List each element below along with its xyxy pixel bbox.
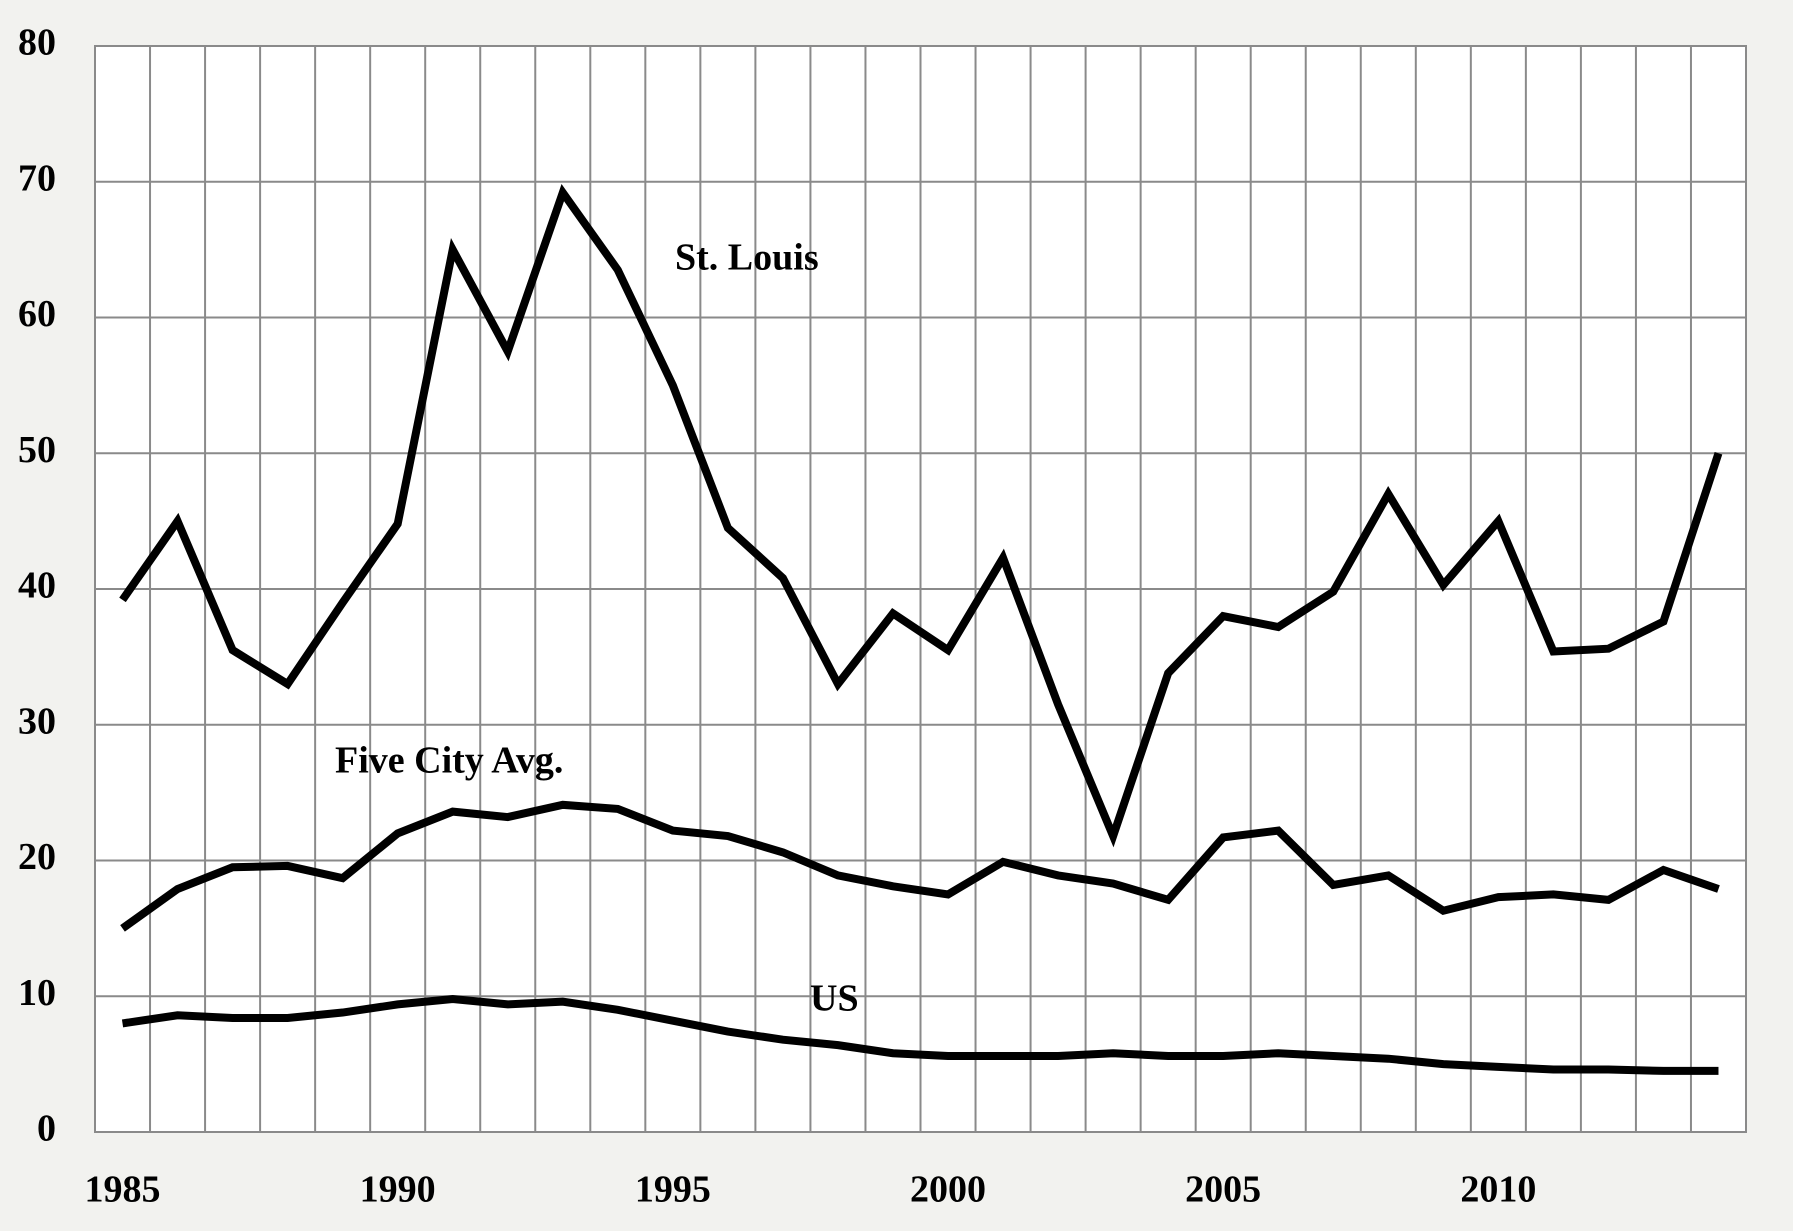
y-tick-label: 50 [18, 429, 56, 471]
y-tick-label: 40 [18, 565, 56, 607]
y-tick-label: 0 [37, 1108, 56, 1150]
x-tick-label: 2010 [1460, 1169, 1536, 1211]
plot-frame [94, 45, 1747, 1133]
y-tick-label: 80 [18, 22, 56, 64]
line-series [119, 183, 1723, 848]
line-series [120, 800, 1720, 932]
series-label: US [810, 978, 859, 1020]
y-tick-label: 20 [18, 836, 56, 878]
x-tick-label: 2000 [910, 1169, 986, 1211]
y-tick-label: 30 [18, 700, 56, 742]
x-tick-label: 1990 [360, 1169, 436, 1211]
line-series [121, 994, 1719, 1075]
y-tick-label: 10 [18, 972, 56, 1014]
y-tick-label: 60 [18, 293, 56, 335]
series-label: Five City Avg. [335, 740, 563, 782]
y-tick-label: 70 [18, 157, 56, 199]
x-tick-label: 2005 [1185, 1169, 1261, 1211]
x-tick-label: 1985 [85, 1169, 161, 1211]
series-label: St. Louis [675, 237, 819, 279]
x-tick-label: 1995 [635, 1169, 711, 1211]
